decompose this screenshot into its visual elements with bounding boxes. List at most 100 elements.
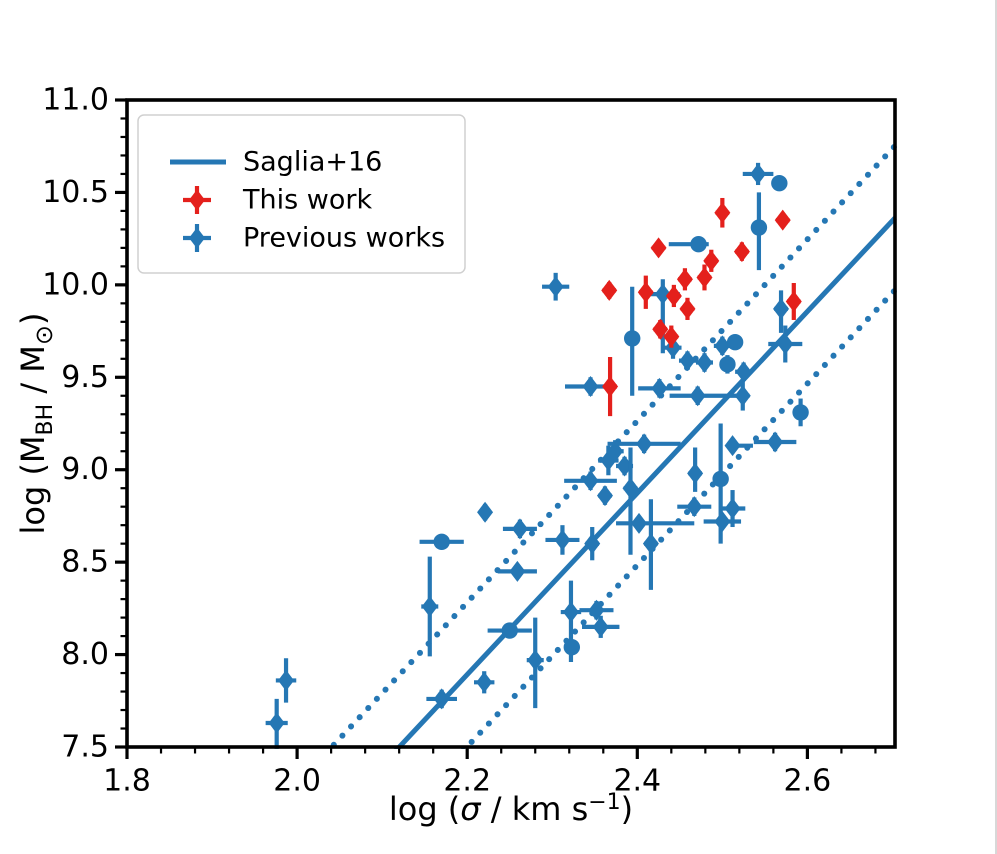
diamond-marker [774, 209, 791, 231]
data-point-previous-works [750, 192, 768, 271]
legend-item-this-work: This work [183, 185, 372, 216]
data-point-this-work [703, 249, 720, 272]
y-tick-label: 11.0 [42, 83, 109, 118]
x-label-sigma: σ [460, 790, 482, 828]
diamond-marker [777, 333, 794, 355]
diamond-marker [686, 496, 703, 518]
circle-marker [563, 638, 581, 656]
data-point-previous-works [677, 496, 712, 518]
data-point-previous-works [668, 235, 709, 253]
diamond-marker [511, 518, 528, 540]
diamond-marker [476, 671, 493, 693]
x-tick-label: 2.2 [443, 764, 491, 799]
diamond-marker [651, 377, 668, 399]
data-point-previous-works [622, 447, 639, 555]
diamond-marker [734, 385, 751, 407]
diamond-marker [714, 202, 731, 224]
diamond-marker [631, 512, 647, 534]
circle-marker [792, 404, 809, 421]
x-axis-label: log (σ / km s−1) [389, 790, 633, 828]
diamond-marker [679, 298, 696, 320]
data-point-previous-works [678, 350, 696, 372]
x-label-pre: log ( [389, 790, 460, 828]
data-point-this-work [733, 241, 750, 263]
data-point-previous-works [742, 162, 774, 186]
axes-frame [125, 98, 897, 749]
diamond-marker [582, 470, 599, 492]
legend: Saglia+16 This work Previous works [137, 114, 466, 274]
y-axis-label: log (MBH / M⊙) [14, 312, 58, 534]
data-point-previous-works [497, 560, 537, 582]
diamond-marker [622, 477, 639, 499]
data-point-this-work [601, 279, 618, 301]
legend-item-previous-works: Previous works [183, 223, 445, 254]
x-tick-label: 2.4 [613, 764, 661, 799]
diamond-marker [663, 326, 680, 348]
data-point-previous-works [275, 658, 297, 703]
y-tick-label: 8.5 [61, 545, 109, 580]
diamond-marker [652, 318, 669, 340]
data-point-previous-works [642, 499, 659, 590]
diamond-marker [278, 669, 295, 691]
y-tick-label: 8.0 [61, 637, 109, 672]
data-point-this-work [602, 356, 619, 417]
data-point-this-work [785, 283, 802, 320]
axes: 1.8 2.0 2.2 2.4 2.6 7.5 8.0 8.5 9.0 9.5 10.0 10.5 11… [42, 83, 897, 799]
y-tick-label: 9.0 [61, 452, 109, 487]
data-point-previous-works [487, 622, 532, 639]
diamond-marker [687, 462, 704, 484]
circle-marker [726, 333, 744, 351]
y-label-mid: / M [14, 345, 52, 404]
data-point-previous-works [616, 512, 695, 534]
diamond-marker [602, 376, 619, 398]
data-point-previous-works [735, 361, 753, 383]
data-point-previous-works [526, 617, 544, 709]
data-point-previous-works [502, 518, 537, 540]
data-point-previous-works [695, 351, 713, 373]
data-point-previous-works [773, 290, 790, 333]
data-point-previous-works [726, 333, 744, 351]
data-point-this-work [652, 318, 669, 340]
diamond-marker [750, 163, 767, 185]
data-point-previous-works [542, 272, 570, 301]
data-point-previous-works [734, 380, 751, 411]
legend-marker-diamond [189, 189, 205, 211]
diamond-marker [596, 485, 613, 507]
diamond-marker [733, 241, 750, 263]
diamond-marker [735, 361, 752, 383]
diamond-marker [767, 431, 784, 453]
y-tick-label: 10.0 [42, 267, 109, 302]
data-point-this-work [637, 275, 654, 309]
circle-marker [690, 235, 707, 253]
x-label-sup: −1 [588, 790, 620, 815]
legend-item-saglia-16: Saglia+16 [170, 147, 382, 178]
circle-marker [771, 174, 788, 192]
y-tick-label: 7.5 [61, 730, 109, 765]
legend-item-label: This work [242, 185, 372, 216]
data-point-this-work [676, 268, 693, 291]
data-point-previous-works [474, 671, 495, 694]
data-point-previous-works [703, 510, 742, 532]
diamond-marker [773, 298, 790, 320]
data-point-this-work [665, 284, 682, 308]
data-point-this-work [650, 237, 667, 259]
data-point-previous-works [724, 435, 753, 457]
data-point-previous-works [623, 286, 641, 396]
diamond-marker [724, 435, 741, 457]
x-tick-label: 2.6 [784, 764, 832, 799]
data-point-previous-works [669, 385, 737, 407]
data-point-previous-works [419, 533, 464, 551]
data-point-this-work [679, 297, 696, 320]
legend-item-label: Previous works [243, 223, 445, 254]
diamond-marker [714, 335, 731, 357]
x-label-mid: / km s [481, 790, 589, 828]
diamond-marker [421, 596, 438, 618]
x-label-post: ) [621, 790, 633, 828]
data-point-previous-works [792, 398, 809, 427]
circle-marker [501, 622, 518, 639]
data-point-previous-works [607, 433, 681, 455]
diamond-marker [509, 560, 526, 582]
data-point-previous-works [563, 638, 581, 656]
circle-marker [750, 219, 768, 236]
